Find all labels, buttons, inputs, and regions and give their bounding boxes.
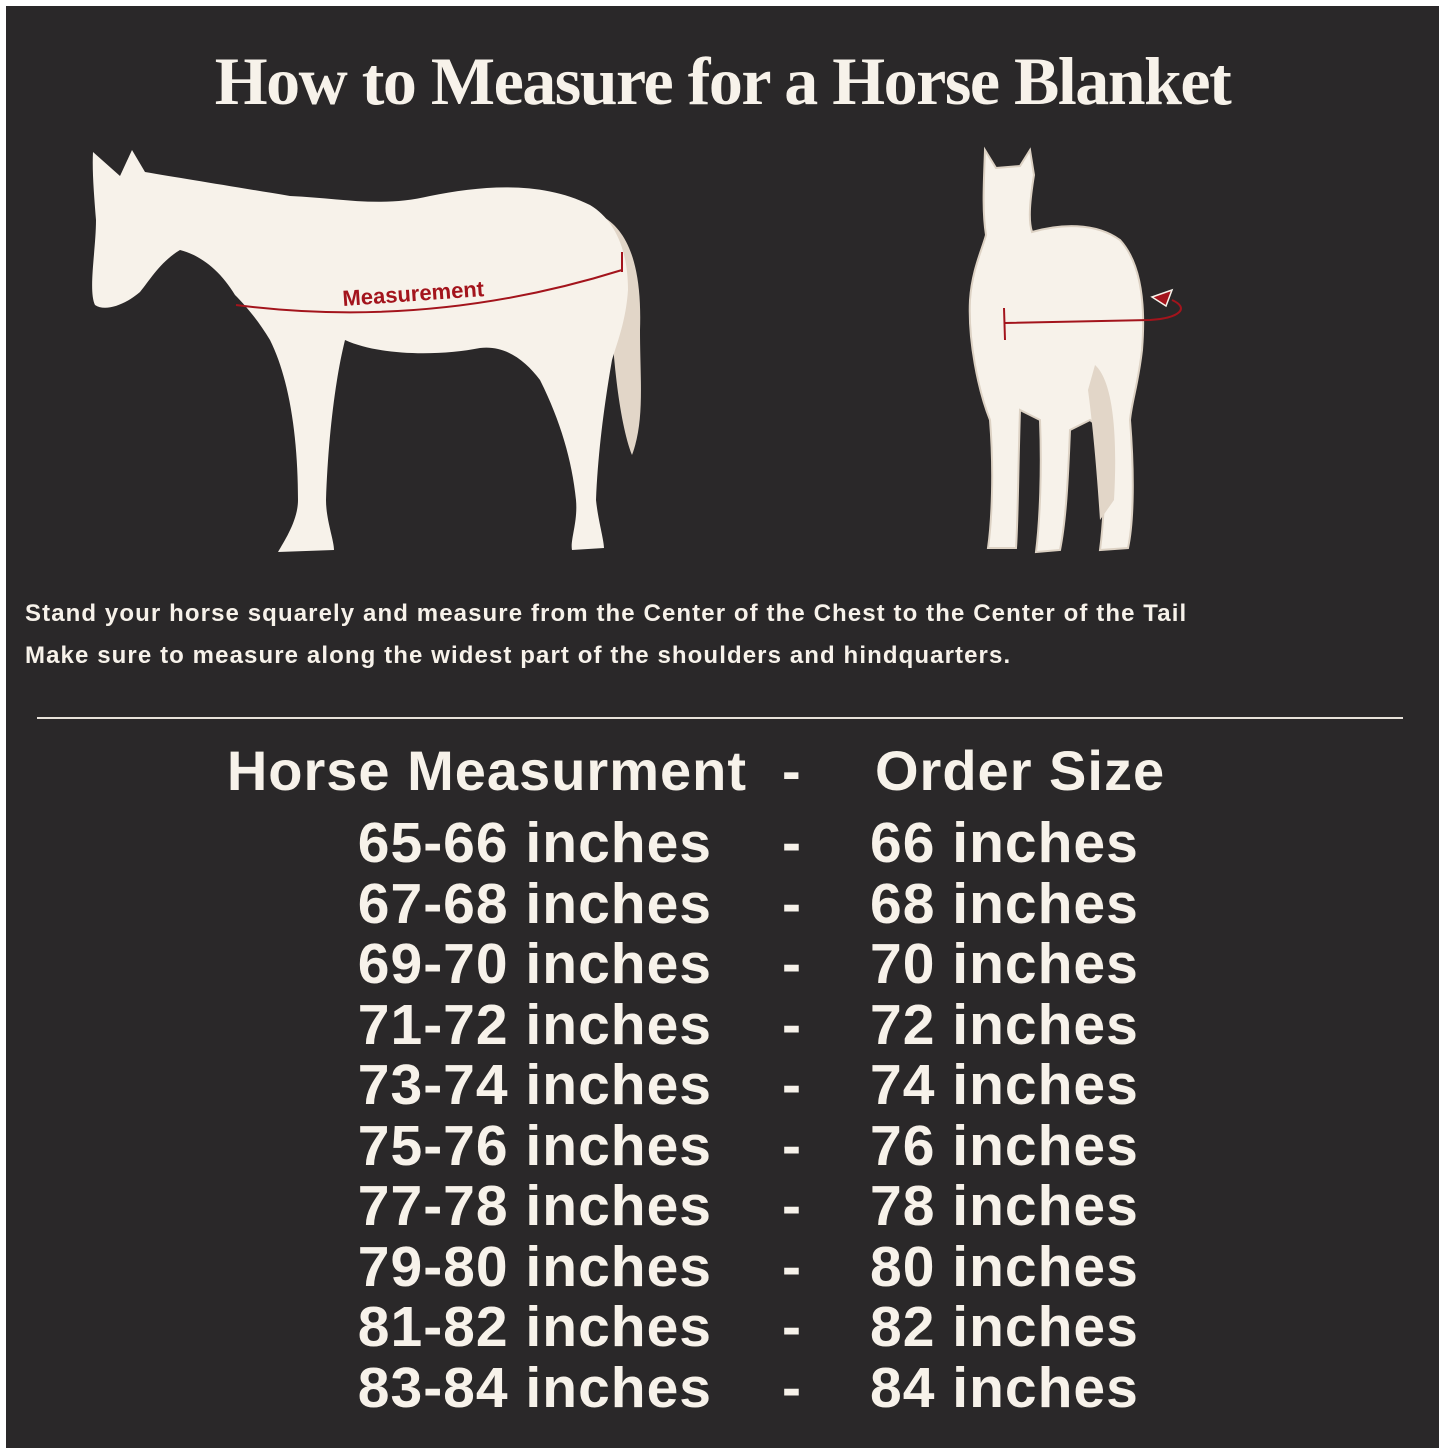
row-separator: - (782, 871, 802, 936)
row-measurement: 79-80 inches (357, 1234, 712, 1299)
row-separator: - (782, 1234, 802, 1299)
table-row: 77-78 inches - 78 inches (0, 1173, 1445, 1238)
side-view-horse: Measurement (92, 150, 641, 552)
row-separator: - (782, 1295, 802, 1359)
header-order-size: Order Size (875, 739, 1166, 802)
table-row: 73-74 inches - 74 inches (0, 1052, 1445, 1117)
row-measurement: 81-82 inches (357, 1295, 712, 1359)
illustrations: Measurement (92, 146, 1182, 554)
front-horse-tail (1088, 365, 1116, 520)
row-measurement: 71-72 inches (357, 992, 712, 1057)
row-measurement: 75-76 inches (357, 1113, 712, 1178)
header-separator: - (782, 739, 802, 802)
row-separator: - (782, 992, 802, 1057)
row-order-size: 82 inches (870, 1295, 1139, 1359)
row-measurement: 65-66 inches (357, 811, 712, 875)
row-separator: - (782, 932, 802, 996)
row-measurement: 77-78 inches (357, 1174, 712, 1238)
row-separator: - (782, 811, 802, 875)
table-row: 81-82 inches - 82 inches (0, 1294, 1445, 1359)
divider (37, 717, 1403, 719)
front-measure-tick (1003, 307, 1006, 341)
front-horse-body (968, 146, 1145, 554)
header-measurement: Horse Measurment (226, 739, 747, 802)
row-order-size: 68 inches (870, 871, 1139, 936)
row-measurement: 73-74 inches (357, 1053, 712, 1117)
row-order-size: 84 inches (870, 1355, 1139, 1420)
row-measurement: 69-70 inches (357, 932, 712, 996)
front-view-horse (968, 146, 1182, 554)
arrow-icon (1150, 288, 1174, 308)
side-horse-body (92, 150, 629, 552)
front-measure-line (1004, 299, 1182, 324)
row-order-size: 72 inches (870, 992, 1139, 1057)
row-measurement: 67-68 inches (357, 871, 712, 936)
table-row: 69-70 inches - 70 inches (0, 931, 1445, 996)
row-order-size: 80 inches (870, 1234, 1139, 1299)
row-order-size: 78 inches (870, 1174, 1139, 1238)
row-separator: - (782, 1174, 802, 1238)
table-row: 71-72 inches - 72 inches (0, 992, 1445, 1057)
row-separator: - (782, 1053, 802, 1117)
table-header: Horse Measurment - Order Size (0, 738, 1445, 802)
table-row: 75-76 inches - 76 inches (0, 1113, 1445, 1178)
row-order-size: 70 inches (870, 932, 1139, 996)
row-order-size: 76 inches (870, 1113, 1139, 1178)
table-row: 79-80 inches - 80 inches (0, 1234, 1445, 1299)
table-row: 83-84 inches - 84 inches (0, 1355, 1445, 1420)
page-title: How to Measure for a Horse Blanket (214, 43, 1232, 119)
instruction-line-1: Stand your horse squarely and measure fr… (25, 600, 1188, 627)
instruction-line-2: Make sure to measure along the widest pa… (25, 642, 1012, 669)
row-separator: - (782, 1355, 802, 1420)
row-separator: - (782, 1113, 802, 1178)
row-order-size: 74 inches (870, 1053, 1139, 1117)
row-order-size: 66 inches (870, 811, 1139, 875)
row-measurement: 83-84 inches (357, 1355, 712, 1420)
table-row: 65-66 inches - 66 inches (0, 810, 1445, 875)
measurement-line (235, 269, 623, 314)
table-row: 67-68 inches - 68 inches (0, 871, 1445, 936)
